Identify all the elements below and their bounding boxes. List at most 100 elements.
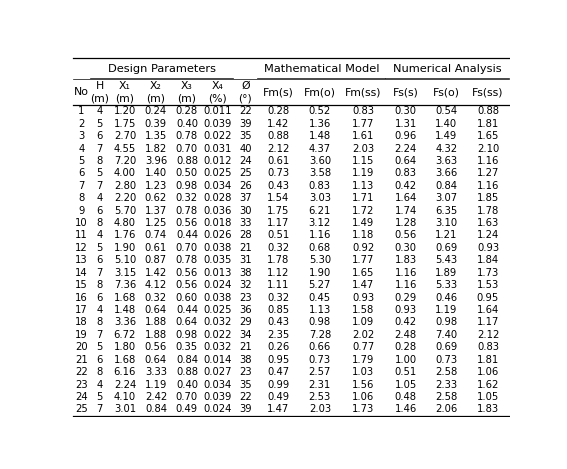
Text: 2.48: 2.48: [395, 330, 417, 340]
Text: 0.038: 0.038: [204, 243, 232, 253]
Text: 1.27: 1.27: [477, 168, 499, 178]
Text: 5.33: 5.33: [435, 280, 458, 290]
Text: 0.54: 0.54: [435, 106, 458, 116]
Text: 4: 4: [96, 305, 103, 315]
Text: Ø
(°): Ø (°): [239, 81, 252, 103]
Text: 1.37: 1.37: [145, 205, 167, 216]
Text: 0.56: 0.56: [395, 230, 417, 241]
Text: 7: 7: [96, 144, 103, 153]
Text: Fm(s): Fm(s): [263, 87, 294, 97]
Text: 1.76: 1.76: [114, 230, 136, 241]
Text: 0.88: 0.88: [176, 367, 198, 377]
Text: 0.26: 0.26: [267, 342, 289, 352]
Text: 3.58: 3.58: [309, 168, 331, 178]
Text: 2.58: 2.58: [435, 392, 458, 402]
Text: 1.46: 1.46: [395, 404, 417, 415]
Text: 0.025: 0.025: [204, 168, 232, 178]
Text: 0.40: 0.40: [176, 379, 198, 390]
Text: 1.03: 1.03: [352, 367, 374, 377]
Text: 36: 36: [239, 305, 252, 315]
Text: 21: 21: [239, 243, 252, 253]
Text: 1.11: 1.11: [267, 280, 289, 290]
Text: 4: 4: [96, 379, 103, 390]
Text: 0.39: 0.39: [145, 119, 167, 129]
Text: 14: 14: [75, 268, 88, 278]
Text: 0.88: 0.88: [176, 156, 198, 166]
Text: 0.84: 0.84: [435, 181, 457, 191]
Text: 1.15: 1.15: [352, 156, 374, 166]
Text: 19: 19: [75, 330, 88, 340]
Text: 0.69: 0.69: [435, 243, 458, 253]
Text: 0.46: 0.46: [435, 293, 458, 303]
Text: 1.88: 1.88: [145, 318, 167, 327]
Text: 5.27: 5.27: [308, 280, 331, 290]
Text: 0.64: 0.64: [176, 318, 198, 327]
Text: 0.35: 0.35: [176, 342, 198, 352]
Text: 0.011: 0.011: [204, 106, 232, 116]
Text: 0.87: 0.87: [145, 255, 167, 265]
Text: 32: 32: [239, 280, 252, 290]
Text: 1.63: 1.63: [477, 218, 499, 228]
Text: 2.24: 2.24: [395, 144, 417, 153]
Text: 0.92: 0.92: [352, 243, 374, 253]
Text: 6.35: 6.35: [435, 205, 458, 216]
Text: 1.82: 1.82: [145, 144, 167, 153]
Text: 1.49: 1.49: [352, 218, 374, 228]
Text: 0.40: 0.40: [176, 119, 198, 129]
Text: 5: 5: [96, 342, 103, 352]
Text: 4.32: 4.32: [435, 144, 458, 153]
Text: Fs(o): Fs(o): [433, 87, 460, 97]
Text: 2.20: 2.20: [114, 193, 136, 203]
Text: 1.88: 1.88: [145, 330, 167, 340]
Text: 4.55: 4.55: [114, 144, 136, 153]
Text: 2.12: 2.12: [477, 330, 499, 340]
Text: 1.16: 1.16: [308, 230, 331, 241]
Text: 13: 13: [75, 255, 88, 265]
Text: 1.49: 1.49: [435, 131, 458, 141]
Text: 4: 4: [96, 230, 103, 241]
Text: X₃
(m): X₃ (m): [177, 81, 196, 103]
Text: 1.64: 1.64: [395, 193, 417, 203]
Text: 1.58: 1.58: [352, 305, 374, 315]
Text: 3: 3: [78, 131, 84, 141]
Text: 6: 6: [96, 131, 103, 141]
Text: 8: 8: [96, 218, 103, 228]
Text: 0.56: 0.56: [145, 342, 167, 352]
Text: 0.68: 0.68: [309, 243, 331, 253]
Text: 1: 1: [78, 106, 84, 116]
Text: 3.07: 3.07: [435, 193, 458, 203]
Text: 1.68: 1.68: [114, 355, 136, 365]
Text: 0.026: 0.026: [204, 230, 232, 241]
Text: 2.12: 2.12: [267, 144, 289, 153]
Text: 1.05: 1.05: [477, 392, 499, 402]
Text: 1.09: 1.09: [352, 318, 374, 327]
Text: 3.12: 3.12: [309, 218, 331, 228]
Text: 1.42: 1.42: [145, 268, 167, 278]
Text: 4.80: 4.80: [114, 218, 136, 228]
Text: 6.72: 6.72: [114, 330, 136, 340]
Text: 0.62: 0.62: [145, 193, 167, 203]
Text: 5: 5: [96, 168, 103, 178]
Text: 2.70: 2.70: [114, 131, 136, 141]
Text: 1.73: 1.73: [477, 268, 499, 278]
Text: 1.00: 1.00: [395, 355, 417, 365]
Text: 1.25: 1.25: [145, 218, 167, 228]
Text: 8: 8: [96, 280, 103, 290]
Text: 29: 29: [239, 318, 252, 327]
Text: 0.024: 0.024: [204, 404, 232, 415]
Text: 1.16: 1.16: [395, 280, 417, 290]
Text: 0.73: 0.73: [309, 355, 331, 365]
Text: 18: 18: [75, 318, 88, 327]
Text: 0.42: 0.42: [395, 318, 417, 327]
Text: 0.024: 0.024: [204, 280, 232, 290]
Text: 2.53: 2.53: [309, 392, 331, 402]
Text: 28: 28: [239, 230, 252, 241]
Text: 1.05: 1.05: [395, 379, 417, 390]
Text: 0.99: 0.99: [267, 379, 289, 390]
Text: 1.16: 1.16: [477, 181, 499, 191]
Text: 0.98: 0.98: [176, 330, 198, 340]
Text: 31: 31: [239, 255, 252, 265]
Text: 6: 6: [96, 205, 103, 216]
Text: 0.44: 0.44: [176, 305, 198, 315]
Text: 1.65: 1.65: [352, 268, 374, 278]
